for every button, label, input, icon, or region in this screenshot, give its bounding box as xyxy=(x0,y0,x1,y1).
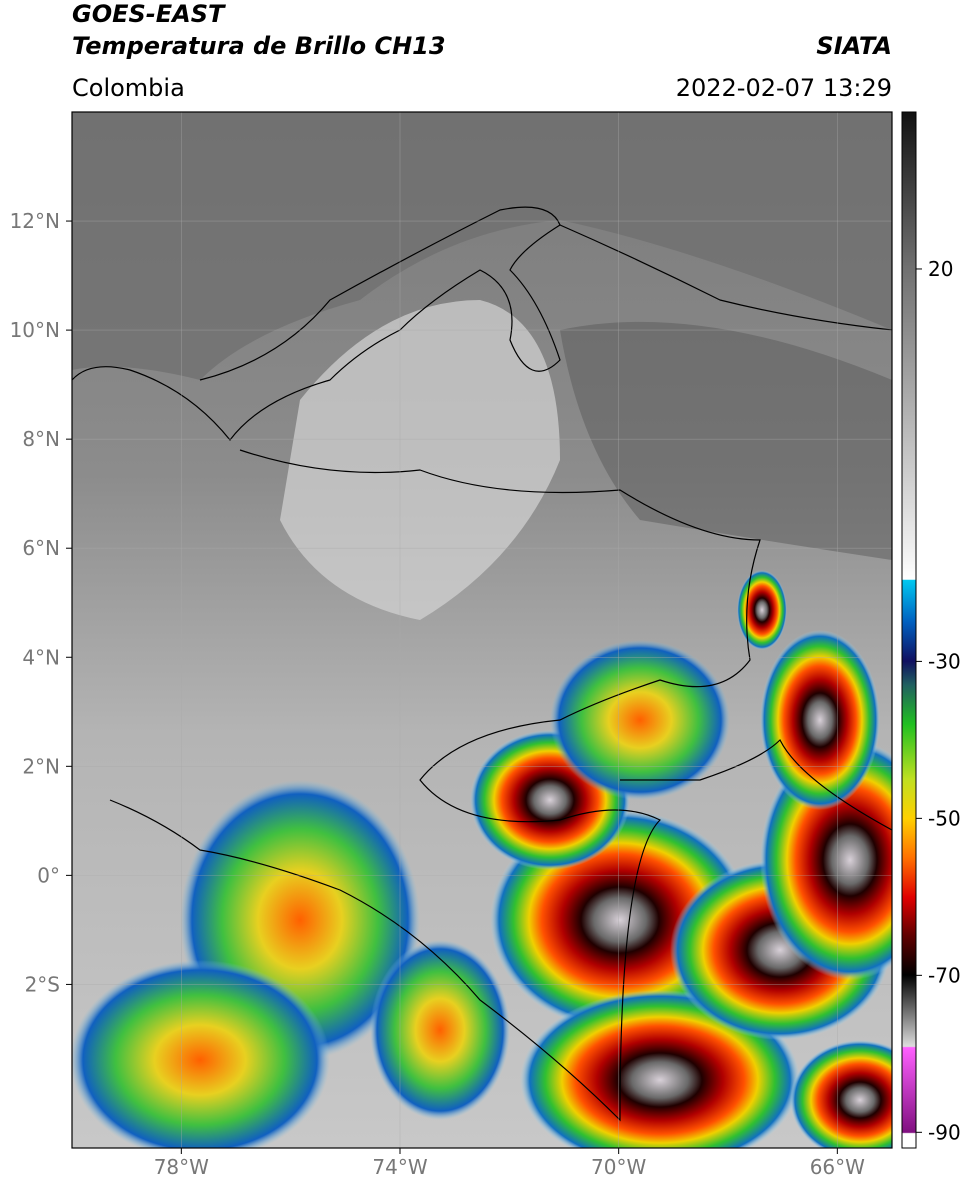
satellite-image xyxy=(72,112,892,1148)
y-tick-label: 2°N xyxy=(22,754,60,778)
y-tick-label: 2°S xyxy=(25,972,60,996)
grid xyxy=(72,112,892,1148)
y-tick-label: 10°N xyxy=(10,318,60,342)
y-tick-label: 4°N xyxy=(22,645,60,669)
map-frame xyxy=(71,111,893,1149)
x-tick-label: 70°W xyxy=(591,1155,646,1179)
x-tick-label: 74°W xyxy=(372,1155,427,1179)
y-tick-label: 0° xyxy=(37,863,60,887)
x-tick-label: 66°W xyxy=(810,1155,865,1179)
colorbar-tick-label: 20 xyxy=(928,257,953,281)
product: Temperatura de Brillo CH13 xyxy=(72,32,446,60)
colorbar-tick-label: -70 xyxy=(928,963,961,987)
x-tick-label: 78°W xyxy=(154,1155,209,1179)
colorbar xyxy=(901,111,917,1149)
colorbar-tick-label: -50 xyxy=(928,806,961,830)
y-tick-label: 12°N xyxy=(10,209,60,233)
y-tick-label: 6°N xyxy=(22,536,60,560)
colorbar-tick-label: -90 xyxy=(928,1120,961,1144)
y-tick-label: 8°N xyxy=(22,427,60,451)
region: Colombia xyxy=(72,74,185,102)
colorbar-tick-label: -30 xyxy=(928,649,961,673)
agency: SIATA xyxy=(816,32,892,60)
source: GOES-EAST xyxy=(72,0,226,28)
datetime: 2022-02-07 13:29 xyxy=(676,74,892,102)
